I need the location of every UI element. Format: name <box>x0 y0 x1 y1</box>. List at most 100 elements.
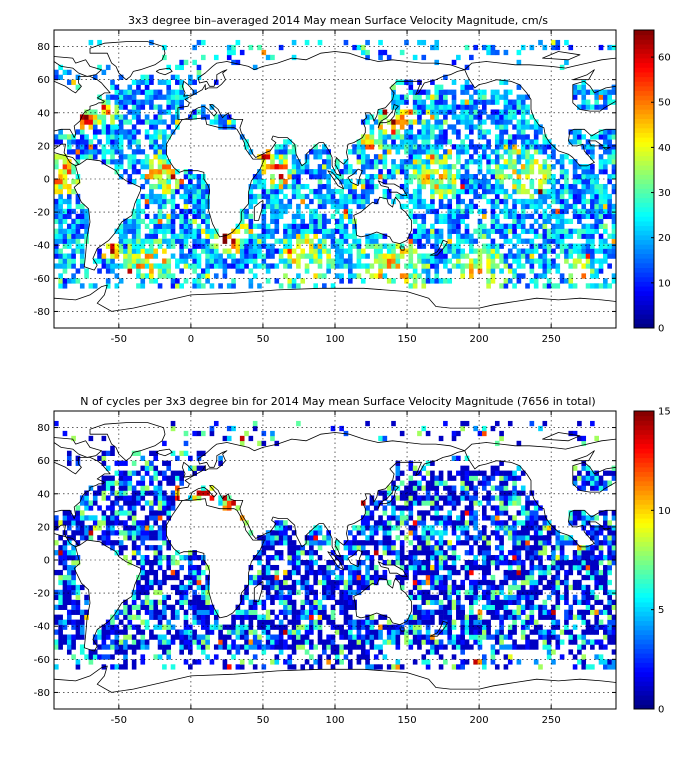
bin-cell <box>438 609 444 615</box>
bin-cell <box>118 609 124 615</box>
bin-cell <box>412 283 418 289</box>
bin-cell <box>322 248 327 254</box>
bin-cell <box>356 258 362 264</box>
bin-cell <box>486 99 491 105</box>
bin-cell <box>84 535 89 541</box>
bin-cell <box>114 624 120 630</box>
bin-cell <box>443 579 448 586</box>
bin-cell <box>200 183 206 190</box>
bin-cell <box>136 198 141 205</box>
bin-cell <box>283 540 288 546</box>
bin-cell <box>75 589 81 596</box>
bin-cell <box>568 649 574 655</box>
bin-cell <box>546 268 552 274</box>
bin-cell <box>611 129 617 135</box>
bin-cell <box>205 258 210 264</box>
bin-cell <box>330 589 336 596</box>
bin-cell <box>581 609 587 615</box>
bin-cell <box>572 594 578 601</box>
bin-cell <box>464 564 470 571</box>
bin-cell <box>477 258 483 264</box>
bin-cell <box>335 174 340 180</box>
bin-cell <box>590 629 595 635</box>
bin-cell <box>551 238 556 244</box>
bin-cell <box>551 174 556 180</box>
bin-cell <box>58 634 63 640</box>
bin-cell <box>382 614 388 620</box>
bin-cell <box>188 564 193 571</box>
bin-cell <box>572 213 578 220</box>
bin-cell <box>248 238 254 244</box>
bin-cell <box>533 639 539 645</box>
bin-cell <box>231 639 236 645</box>
bin-cell <box>196 614 202 620</box>
bin-cell <box>404 129 409 135</box>
bin-cell <box>183 208 189 215</box>
bin-cell <box>373 579 379 586</box>
bin-cell <box>313 283 318 289</box>
bin-cell <box>66 639 72 645</box>
bin-cell <box>149 614 154 620</box>
bin-cell <box>494 545 500 551</box>
bin-cell <box>412 604 418 610</box>
bin-cell <box>404 263 409 269</box>
bin-cell <box>581 555 587 561</box>
bin-cell <box>533 619 539 625</box>
bin-cell <box>296 579 301 586</box>
bin-cell <box>205 604 210 610</box>
bin-cell <box>222 659 228 665</box>
colorbar-swatch <box>634 295 654 301</box>
bin-cell <box>196 604 202 610</box>
bin-cell <box>200 203 206 210</box>
bin-cell <box>516 233 522 239</box>
bin-cell <box>447 149 453 155</box>
bin-cell <box>62 545 68 551</box>
bin-cell <box>494 555 500 561</box>
bin-cell <box>200 54 206 61</box>
bin-cell <box>270 174 275 180</box>
bin-cell <box>408 179 414 185</box>
bin-cell <box>443 629 448 635</box>
bin-cell <box>54 154 59 160</box>
bin-cell <box>373 248 379 254</box>
bin-cell <box>300 193 306 200</box>
bin-cell <box>347 183 353 190</box>
bin-cell <box>590 268 595 274</box>
bin-cell <box>412 104 418 110</box>
bin-cell <box>278 649 284 655</box>
bin-cell <box>378 664 383 670</box>
bin-cell <box>127 560 133 566</box>
bin-cell <box>581 629 587 635</box>
bin-cell <box>481 545 487 551</box>
bin-cell <box>213 233 219 239</box>
bin-cell <box>179 555 184 561</box>
bin-cell <box>438 614 444 620</box>
bin-cell <box>265 154 271 160</box>
bin-cell <box>512 545 517 551</box>
bin-cell <box>546 584 552 591</box>
bin-cell <box>542 169 548 175</box>
bin-cell <box>278 188 284 195</box>
bin-cell <box>62 263 68 269</box>
bin-cell <box>123 134 128 140</box>
bin-cell <box>170 223 176 229</box>
bin-cell <box>585 188 591 195</box>
bin-cell <box>525 109 530 115</box>
bin-cell <box>296 183 301 190</box>
bin-cell <box>58 604 63 610</box>
bin-cell <box>101 634 107 640</box>
colorbar-swatch <box>634 318 654 324</box>
bin-cell <box>326 594 331 601</box>
bin-cell <box>343 619 349 625</box>
bin-cell <box>317 604 323 610</box>
bin-cell <box>481 149 487 155</box>
bin-cell <box>317 253 323 259</box>
bin-cell <box>322 174 327 180</box>
bin-cell <box>564 183 569 190</box>
bin-cell <box>179 634 184 640</box>
bin-cell <box>412 560 418 566</box>
bin-cell <box>529 560 535 566</box>
bin-cell <box>347 604 353 610</box>
bin-cell <box>200 594 206 601</box>
bin-cell <box>598 89 604 95</box>
